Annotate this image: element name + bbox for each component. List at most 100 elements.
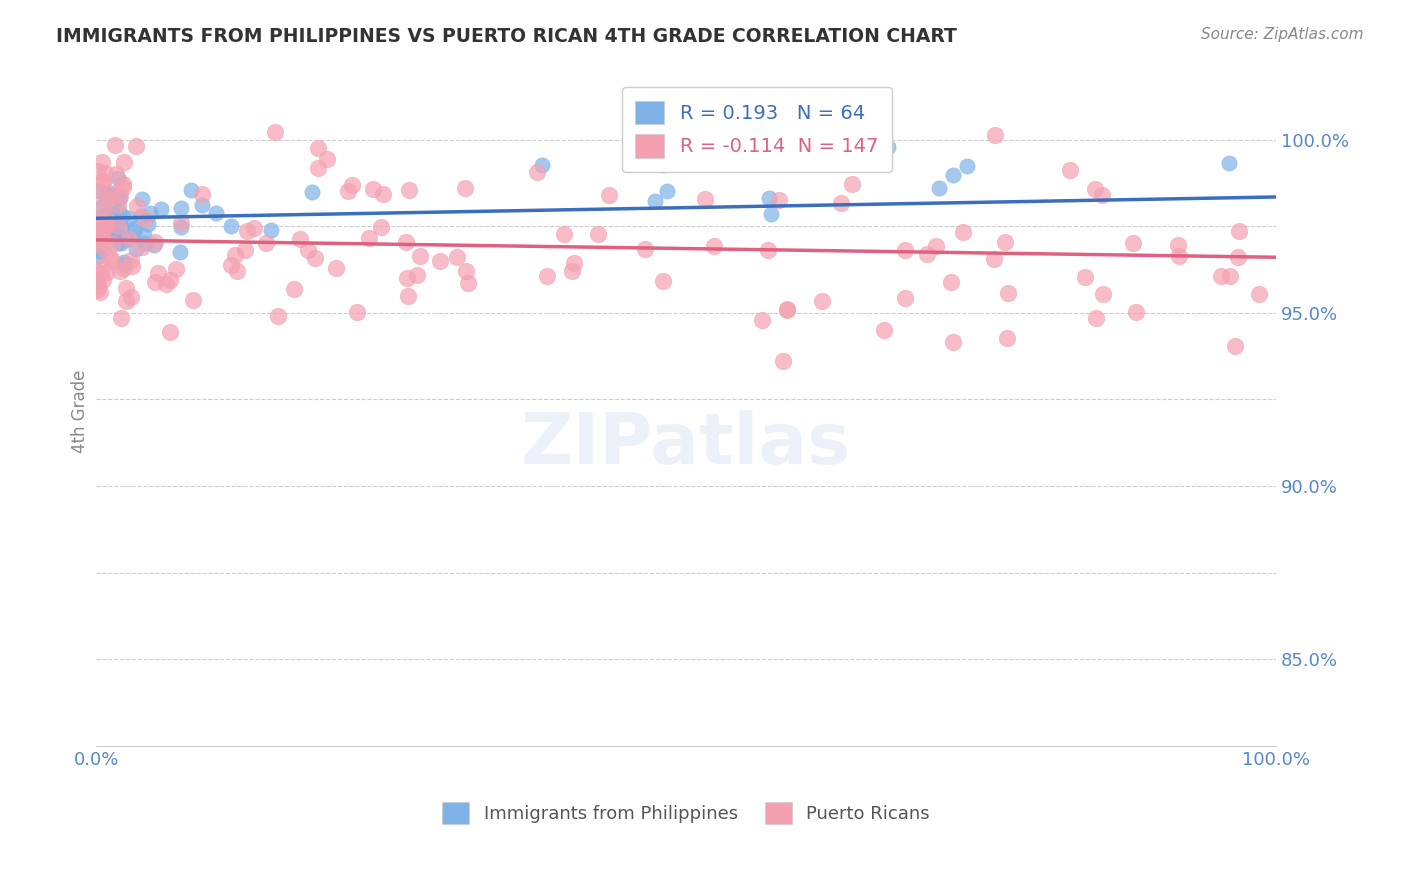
Point bbox=[170, 201, 193, 215]
Point bbox=[1125, 305, 1147, 319]
Point bbox=[759, 207, 782, 221]
Point bbox=[873, 323, 896, 337]
Point bbox=[89, 285, 111, 299]
Point bbox=[304, 252, 326, 266]
Point bbox=[768, 194, 790, 208]
Point bbox=[97, 187, 120, 202]
Point bbox=[224, 248, 246, 262]
Point bbox=[894, 243, 917, 257]
Point bbox=[758, 191, 780, 205]
Point bbox=[526, 165, 548, 179]
Point bbox=[204, 206, 226, 220]
Text: Source: ZipAtlas.com: Source: ZipAtlas.com bbox=[1201, 27, 1364, 42]
Point bbox=[1227, 223, 1250, 237]
Point bbox=[89, 267, 111, 281]
Point bbox=[125, 139, 148, 153]
Point bbox=[112, 254, 135, 268]
Point bbox=[995, 331, 1018, 345]
Point bbox=[453, 181, 475, 195]
Point bbox=[125, 242, 148, 256]
Point bbox=[429, 254, 451, 268]
Point bbox=[159, 326, 181, 340]
Point bbox=[984, 128, 1007, 142]
Point bbox=[87, 223, 110, 237]
Point bbox=[939, 276, 962, 290]
Point bbox=[97, 219, 120, 234]
Point bbox=[122, 224, 145, 238]
Point bbox=[91, 241, 114, 255]
Point bbox=[811, 293, 834, 308]
Point bbox=[91, 260, 114, 274]
Point bbox=[1073, 270, 1095, 285]
Point bbox=[112, 257, 135, 271]
Point bbox=[87, 244, 110, 258]
Point bbox=[586, 227, 609, 241]
Point bbox=[1223, 339, 1246, 353]
Point bbox=[634, 242, 657, 256]
Point bbox=[107, 188, 129, 202]
Point bbox=[112, 178, 135, 192]
Point bbox=[359, 230, 381, 244]
Point bbox=[561, 264, 583, 278]
Point bbox=[1091, 286, 1114, 301]
Point bbox=[84, 214, 107, 228]
Point bbox=[96, 211, 118, 225]
Point bbox=[1249, 286, 1271, 301]
Point bbox=[297, 244, 319, 258]
Point bbox=[446, 250, 468, 264]
Point bbox=[87, 184, 110, 198]
Point bbox=[136, 217, 159, 231]
Point bbox=[86, 224, 108, 238]
Point bbox=[104, 138, 127, 153]
Point bbox=[336, 185, 359, 199]
Point bbox=[91, 201, 114, 215]
Point bbox=[91, 273, 114, 287]
Point bbox=[1059, 163, 1081, 178]
Point bbox=[93, 222, 115, 236]
Point bbox=[100, 253, 122, 268]
Point bbox=[983, 252, 1005, 267]
Point bbox=[115, 293, 138, 308]
Point bbox=[112, 154, 135, 169]
Point bbox=[93, 219, 115, 233]
Point bbox=[121, 259, 143, 273]
Point bbox=[1209, 268, 1232, 283]
Point bbox=[191, 198, 214, 212]
Point bbox=[225, 264, 247, 278]
Point bbox=[101, 207, 124, 221]
Point bbox=[90, 201, 112, 215]
Point bbox=[94, 166, 117, 180]
Point bbox=[340, 178, 363, 192]
Point bbox=[91, 175, 114, 189]
Point bbox=[105, 168, 128, 182]
Point bbox=[100, 201, 122, 215]
Point bbox=[96, 227, 118, 241]
Point bbox=[956, 159, 979, 173]
Point bbox=[1227, 250, 1250, 264]
Point bbox=[91, 214, 114, 228]
Point bbox=[115, 232, 138, 246]
Point bbox=[1167, 249, 1189, 263]
Point bbox=[98, 220, 121, 235]
Point bbox=[100, 252, 122, 266]
Point bbox=[120, 290, 142, 304]
Point bbox=[236, 224, 259, 238]
Point bbox=[107, 230, 129, 244]
Point bbox=[93, 217, 115, 231]
Point bbox=[254, 236, 277, 251]
Point bbox=[396, 271, 419, 285]
Point bbox=[307, 161, 329, 175]
Point bbox=[104, 210, 127, 224]
Point bbox=[283, 282, 305, 296]
Point bbox=[942, 168, 965, 182]
Point bbox=[96, 219, 118, 233]
Point bbox=[219, 219, 242, 234]
Point bbox=[107, 236, 129, 251]
Point bbox=[91, 209, 114, 223]
Point bbox=[146, 267, 169, 281]
Point bbox=[134, 212, 156, 227]
Point bbox=[997, 285, 1019, 300]
Point bbox=[110, 311, 132, 326]
Point bbox=[263, 125, 285, 139]
Point bbox=[110, 264, 132, 278]
